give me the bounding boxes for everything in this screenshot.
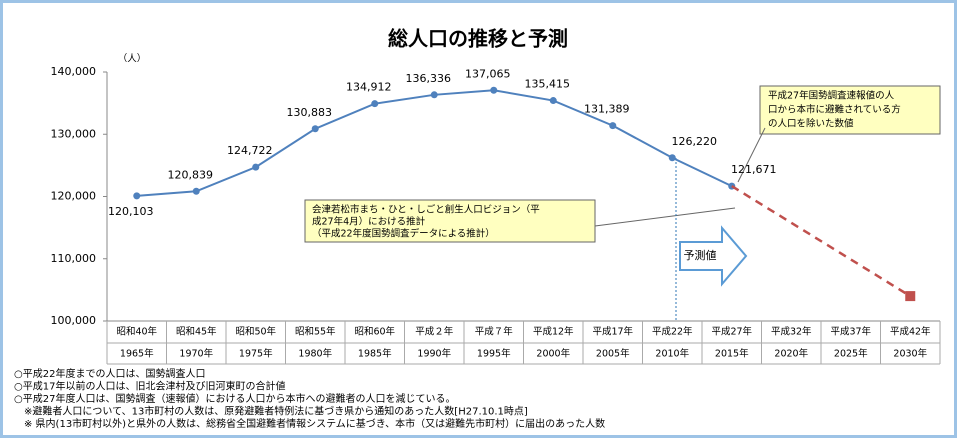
y-tick-label: 110,000 [51,252,97,265]
x-tick-label: 平成12年 [533,326,574,338]
x-tick-label: 昭和50年 [235,326,276,338]
x-tick-label: 1995年 [477,348,511,360]
data-label: 131,389 [584,103,630,116]
forecast-label: 予測値 [684,248,717,262]
data-point [490,86,498,94]
x-tick-label: 2005年 [596,348,630,360]
data-point [133,192,141,200]
x-tick-label: 昭和55年 [295,326,336,338]
data-point [668,154,676,162]
data-label: 135,415 [525,78,571,91]
callout-text: 会津若松市まち・ひと・しごと創生人口ビジョン（平 [312,204,540,216]
y-tick-label: 140,000 [51,65,97,78]
x-tick-label: 2015年 [715,348,749,360]
footnote: ○平成27年度人口は、国勢調査（速報値）における人口から本市への避難者の人口を減… [14,392,455,405]
data-label: 137,065 [465,67,511,80]
callout-box [759,85,941,135]
x-tick-label: 2025年 [834,348,868,360]
data-label: 126,220 [672,135,718,148]
x-tick-label: 平成７年 [475,326,514,338]
data-point [549,97,557,105]
callout-leader [594,207,736,227]
x-tick-label: 2020年 [774,348,808,360]
callout-text: の人口を除いた数値 [768,118,854,130]
data-label: 120,839 [168,168,214,181]
x-tick-label: 1965年 [120,348,154,360]
data-label: 120,103 [108,205,154,218]
data-label: 134,912 [346,81,392,94]
x-tick-label: 平成17年 [592,326,633,338]
x-tick-label: 平成42年 [890,326,931,338]
data-point [252,163,260,171]
footnote: ※避難者人口について、13市町村の人数は、原発避難者特例法に基づき県から通知のあ… [14,405,528,418]
y-unit: （人） [118,53,147,65]
x-tick-label: 平成27年 [711,326,752,338]
x-tick-label: 1980年 [298,348,332,360]
callout-box [304,199,596,243]
x-tick-label: 2030年 [893,348,927,360]
callout-text: （平成22年度国勢調査データによる推計） [312,228,495,240]
callout-text: 口から本市に避難されている方 [768,104,901,116]
data-label: 130,883 [287,106,333,119]
y-tick-label: 100,000 [51,314,97,327]
x-tick-label: 平成22年 [652,326,693,338]
x-tick-label: 1970年 [179,348,213,360]
x-tick-label: 平成32年 [771,326,812,338]
callout-text: 平成27年国勢調査速報値の人 [768,90,895,102]
x-tick-label: 1985年 [358,348,392,360]
data-label: 124,722 [227,144,273,157]
data-label: 136,336 [406,72,452,85]
chart-title: 総人口の推移と予測 [388,27,568,51]
data-point [905,291,916,302]
projection-line [731,185,911,298]
data-point [192,187,200,195]
data-point [430,91,438,99]
y-tick-label: 130,000 [51,127,97,140]
callout-leader [737,127,766,183]
x-tick-label: 昭和45年 [176,326,217,338]
x-tick-label: 1975年 [239,348,273,360]
x-tick-label: 昭和40年 [116,326,157,338]
callout-text: 成27年4月）における推計 [312,216,426,228]
data-label: 121,671 [731,163,777,176]
x-tick-label: 2010年 [655,348,689,360]
x-tick-label: 1990年 [417,348,451,360]
x-tick-label: 平成２年 [415,326,454,338]
x-tick-label: 2000年 [536,348,570,360]
data-point [311,125,319,133]
x-tick-label: 昭和60年 [354,326,395,338]
data-point [609,122,617,130]
y-tick-label: 120,000 [51,190,97,203]
footnote: ○平成17年以前の人口は、旧北会津村及び旧河東町の合計値 [14,380,285,393]
forecast-arrow [679,225,748,287]
footnote: ○平成22年度までの人口は、国勢調査人口 [14,367,205,380]
data-point [371,100,379,108]
x-tick-label: 平成37年 [830,326,871,338]
footnote: ※ 県内(13市町村以外)と県外の人数は、総務省全国避難者情報システムに基づき、… [14,417,605,430]
